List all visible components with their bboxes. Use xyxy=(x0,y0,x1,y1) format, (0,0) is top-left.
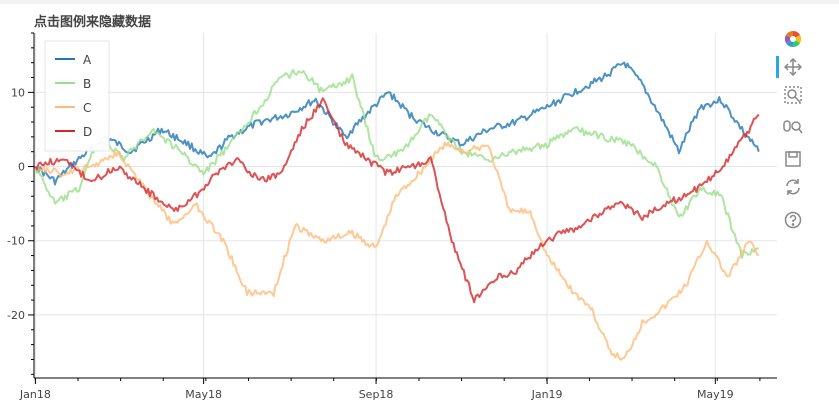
legend-label: B xyxy=(83,77,91,91)
y-tick-label: -20 xyxy=(7,309,25,322)
legend-item-c[interactable]: C xyxy=(55,101,91,115)
x-tick-label: May19 xyxy=(697,388,734,401)
series-line-a xyxy=(34,61,760,186)
plot-title: 点击图例来隐藏数据 xyxy=(34,15,152,30)
y-tick-label: -10 xyxy=(7,235,25,248)
axes: 10 0 -10 -20 Jan18 May18 Sep18 Jan19 May19 xyxy=(7,32,777,401)
series-line-b xyxy=(34,68,759,259)
x-tick-label: Sep18 xyxy=(359,388,394,401)
y-tick-label: 10 xyxy=(11,86,25,99)
legend-label: D xyxy=(83,125,92,139)
series-line-d xyxy=(34,97,760,304)
top-border xyxy=(0,0,839,4)
bokeh-logo-icon[interactable] xyxy=(779,26,807,52)
legend-label: C xyxy=(83,101,91,115)
pan-tool-icon[interactable] xyxy=(776,54,807,80)
reset-tool-icon[interactable] xyxy=(779,174,807,200)
x-tick-label: May18 xyxy=(185,388,222,401)
legend-item-d[interactable]: D xyxy=(55,125,92,139)
x-tick-label: Jan19 xyxy=(531,388,563,401)
y-tick-label: 0 xyxy=(18,161,25,174)
series-lines xyxy=(34,61,760,361)
legend-item-a[interactable]: A xyxy=(55,53,92,67)
save-tool-icon[interactable] xyxy=(779,146,807,172)
series-line-c xyxy=(34,141,760,361)
legend-item-b[interactable]: B xyxy=(55,77,91,91)
legend-label: A xyxy=(83,53,92,67)
x-tick-label: Jan18 xyxy=(19,388,51,401)
help-tool-icon[interactable] xyxy=(779,207,807,233)
wheel-zoom-tool-icon[interactable] xyxy=(779,114,807,140)
box-zoom-tool-icon[interactable] xyxy=(779,82,807,108)
legend-box xyxy=(44,40,110,152)
